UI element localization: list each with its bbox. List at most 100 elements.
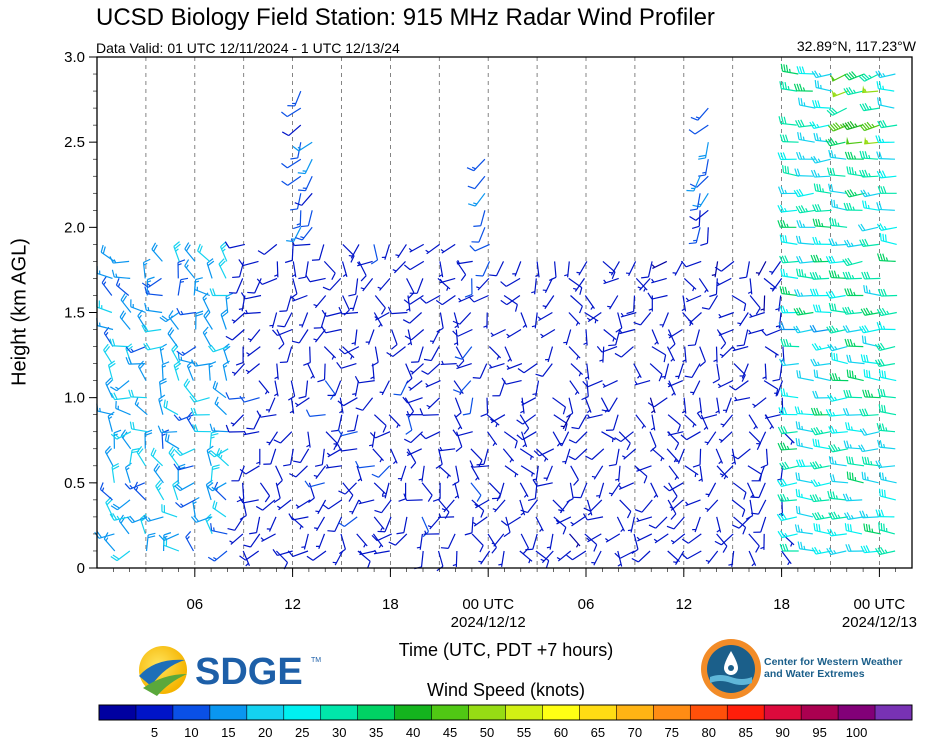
wind-barb (809, 461, 830, 470)
colorbar-swatch (727, 705, 765, 720)
wind-barb (809, 271, 830, 280)
wind-barb (716, 277, 732, 287)
wind-barb (439, 446, 456, 452)
wind-barb (519, 448, 534, 460)
wind-barb (603, 277, 619, 285)
wind-barb (520, 312, 528, 328)
wind-barb (704, 431, 717, 446)
wind-barb (373, 312, 383, 328)
wind-barb (276, 329, 285, 350)
wind-barb (827, 167, 846, 177)
wind-barb (781, 550, 792, 566)
wind-barb (878, 488, 896, 501)
wind-barb (402, 312, 423, 324)
wind-barb (681, 397, 687, 414)
wind-barb (266, 431, 279, 446)
colorbar-tick-label: 70 (628, 725, 642, 740)
wind-barb (620, 311, 637, 318)
wind-barb (208, 344, 229, 353)
wind-barb (647, 397, 668, 408)
wind-barb (760, 328, 782, 337)
wind-barb (464, 278, 473, 298)
wind-barb (172, 479, 180, 501)
wind-barb (452, 429, 473, 437)
wind-barb (568, 448, 588, 461)
wind-barb (651, 329, 659, 345)
wind-barb (379, 380, 390, 396)
wind-barb (454, 482, 460, 499)
wind-barb (416, 533, 423, 550)
wind-barb (304, 480, 325, 488)
wind-barb (438, 513, 455, 519)
wind-barb (777, 152, 797, 161)
wind-barb (651, 277, 667, 284)
wind-barb (408, 380, 423, 391)
wind-barb (548, 261, 557, 281)
wind-barb (614, 550, 635, 559)
wind-barb (698, 159, 709, 177)
wind-barb (256, 410, 277, 418)
wind-barb (700, 227, 709, 246)
wind-barb (240, 292, 262, 300)
wind-barb (813, 369, 831, 382)
wind-barb (751, 465, 766, 482)
wind-barb (748, 533, 760, 553)
wind-barb (298, 380, 309, 399)
wind-barb (136, 446, 147, 467)
colorbar-tick-label: 40 (406, 725, 420, 740)
wind-barb (667, 431, 684, 436)
wind-barb (342, 346, 355, 360)
wind-barb (143, 342, 164, 351)
wind-barb (776, 512, 798, 522)
wind-barb (648, 516, 668, 529)
wind-barb (435, 448, 443, 469)
wind-barb (566, 482, 574, 503)
wind-barb (828, 444, 849, 453)
colorbar-swatch (209, 705, 248, 720)
wind-barb (775, 295, 782, 312)
wind-barb (747, 465, 763, 482)
wind-barb (402, 396, 423, 404)
wind-barb (452, 550, 458, 568)
wind-barb (778, 186, 798, 195)
wind-barb (711, 261, 719, 278)
wind-barb (161, 361, 170, 381)
wind-barb (109, 256, 130, 264)
wind-barb (827, 343, 848, 352)
wind-barb (877, 288, 898, 297)
wind-barb (876, 223, 898, 231)
wind-barb (427, 516, 441, 530)
wind-barb (684, 363, 701, 379)
wind-barb (844, 338, 864, 348)
wind-barb (225, 292, 233, 313)
wind-barb (843, 440, 863, 450)
wind-barb (876, 321, 896, 331)
wind-barb (651, 346, 667, 363)
wind-barb (857, 223, 879, 232)
wind-barb (680, 260, 702, 268)
wind-barb (859, 408, 879, 417)
wind-barb (760, 295, 766, 312)
wind-barb (504, 346, 513, 362)
wind-barb (519, 499, 526, 516)
wind-barb (456, 261, 467, 282)
wind-barb (352, 380, 360, 397)
wind-barb (277, 499, 292, 511)
wind-barb (403, 294, 424, 305)
wind-barb (490, 414, 506, 424)
wind-barb (462, 397, 474, 416)
wind-barb (774, 380, 784, 396)
wind-barb (813, 183, 832, 194)
wind-barb (812, 204, 832, 213)
wind-barb (492, 499, 506, 513)
wind-barb (826, 107, 847, 116)
wind-barb (286, 227, 302, 243)
wind-barb (862, 389, 881, 399)
wind-barb (231, 312, 246, 324)
wind-barb (748, 414, 758, 430)
x-axis-label: Time (UTC, PDT +7 hours) (398, 640, 614, 660)
wind-barb (467, 192, 486, 207)
wind-barb (490, 328, 506, 338)
wind-barb (688, 227, 701, 245)
wind-barb (772, 363, 783, 382)
